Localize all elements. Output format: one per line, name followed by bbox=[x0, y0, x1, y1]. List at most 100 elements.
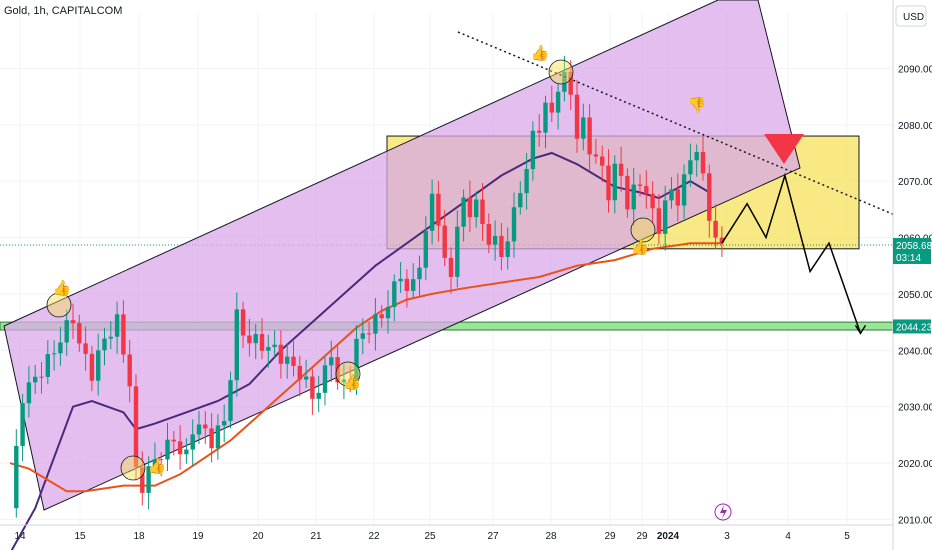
candle-body bbox=[688, 160, 693, 175]
candle-body bbox=[461, 197, 466, 227]
candle-body bbox=[196, 424, 202, 435]
candle-body bbox=[700, 151, 706, 174]
y-tick-label: 2080.00 bbox=[898, 121, 932, 132]
candle-body bbox=[436, 193, 441, 226]
candle-body bbox=[159, 459, 164, 461]
candle-body bbox=[253, 334, 258, 344]
x-tick-label: 21 bbox=[310, 531, 322, 542]
last-price-tag-bg bbox=[893, 237, 931, 264]
candle-body bbox=[429, 193, 435, 231]
x-tick-label: 25 bbox=[424, 531, 436, 542]
candle-body bbox=[341, 379, 347, 383]
candle-body bbox=[631, 184, 636, 210]
candle-body bbox=[669, 189, 674, 201]
candle-body bbox=[228, 380, 233, 421]
support-level-tag: 2044.23 bbox=[893, 319, 932, 334]
candle-layer bbox=[14, 55, 725, 518]
touch-circle bbox=[548, 59, 574, 85]
x-tick-label: 14 bbox=[14, 531, 26, 542]
x-tick-label: 29 bbox=[636, 531, 648, 542]
candle-body bbox=[373, 314, 378, 334]
candle-body bbox=[285, 356, 290, 364]
candle-body bbox=[64, 320, 69, 343]
candle-body bbox=[593, 154, 599, 157]
thumbs-up-glyph: 👍 bbox=[631, 238, 650, 256]
candle-body bbox=[392, 281, 397, 307]
candle-body bbox=[329, 357, 334, 366]
candle-body bbox=[467, 197, 473, 218]
candle-body bbox=[707, 173, 712, 221]
candle-body bbox=[694, 151, 699, 161]
candle-body bbox=[203, 424, 208, 429]
thumbs-up-3-icon: 👍 bbox=[343, 373, 362, 391]
candle-body bbox=[190, 434, 195, 450]
candle-body bbox=[45, 354, 50, 377]
candle-body bbox=[184, 449, 189, 455]
candle-body bbox=[448, 257, 454, 277]
currency-button-label: USD bbox=[903, 12, 924, 23]
sell-marker bbox=[764, 134, 804, 164]
candle-body bbox=[417, 267, 422, 280]
support-level-tag-value: 2044.23 bbox=[896, 322, 932, 333]
replay-icon[interactable] bbox=[714, 503, 732, 521]
candle-body bbox=[14, 445, 19, 509]
candle-body bbox=[713, 220, 718, 238]
candle-body bbox=[278, 344, 284, 364]
candle-body bbox=[562, 71, 567, 92]
candle-body bbox=[316, 392, 321, 399]
candle-body bbox=[335, 357, 340, 383]
ma-long-line bbox=[9, 242, 722, 493]
candle-body bbox=[259, 334, 265, 351]
candle-body bbox=[348, 379, 353, 381]
candle-body bbox=[650, 193, 655, 209]
candle-body bbox=[518, 193, 523, 208]
candle-body bbox=[26, 382, 32, 404]
thumbs-up-glyph: 👍 bbox=[343, 373, 362, 391]
candle-body bbox=[574, 94, 580, 139]
candle-body bbox=[644, 186, 649, 194]
candle-body bbox=[505, 241, 510, 257]
thumbs-up-glyph: 👍 bbox=[148, 457, 167, 475]
touch-circle bbox=[335, 361, 361, 387]
touch-circle bbox=[120, 455, 146, 481]
candle-body bbox=[51, 353, 57, 355]
candle-body bbox=[474, 199, 479, 218]
x-tick-label: 3 bbox=[724, 531, 730, 542]
candle-body bbox=[398, 278, 403, 282]
candle-body bbox=[133, 386, 139, 468]
candle-body bbox=[366, 333, 372, 335]
y-tick-label: 2040.00 bbox=[898, 346, 932, 357]
currency-button[interactable] bbox=[895, 5, 927, 27]
candle-body bbox=[423, 230, 428, 268]
candle-body bbox=[121, 314, 126, 355]
candle-body bbox=[96, 350, 101, 381]
thumbs-up-5-icon: 👍 bbox=[631, 238, 650, 256]
candle-body bbox=[291, 356, 296, 366]
candle-body bbox=[587, 117, 592, 155]
candle-body bbox=[234, 309, 239, 381]
candle-body bbox=[719, 237, 725, 243]
candle-body bbox=[637, 184, 643, 187]
thumbs-up-2-icon: 👍 bbox=[148, 457, 167, 475]
x-tick-label: 15 bbox=[74, 531, 86, 542]
candle-body bbox=[171, 439, 176, 442]
candle-body bbox=[272, 344, 277, 348]
candle-body bbox=[480, 199, 485, 225]
candle-body bbox=[360, 333, 365, 339]
y-tick-label: 2090.00 bbox=[898, 64, 932, 75]
candle-body bbox=[524, 169, 529, 194]
candle-body bbox=[499, 235, 504, 257]
candle-body bbox=[549, 102, 554, 113]
candle-body bbox=[39, 376, 44, 378]
x-tick-label: 20 bbox=[252, 531, 264, 542]
thumbs-up-glyph: 👍 bbox=[531, 44, 550, 62]
candle-body bbox=[618, 163, 624, 176]
candle-body bbox=[33, 376, 38, 383]
x-tick-label: 2024 bbox=[657, 531, 680, 542]
candle-body bbox=[555, 91, 561, 113]
overlay-layer: 👍 👍 👍 👍 👍 👎 bbox=[46, 31, 896, 481]
candle-body bbox=[127, 354, 132, 387]
